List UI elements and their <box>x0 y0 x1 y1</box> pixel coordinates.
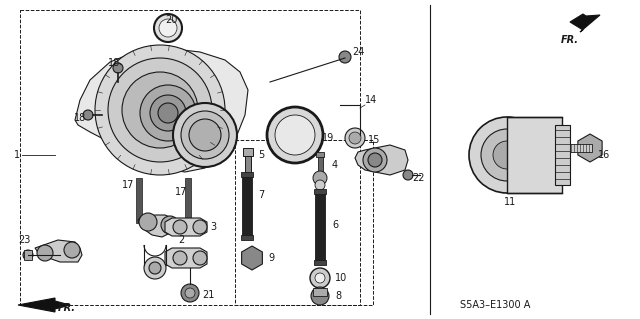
Text: 11: 11 <box>504 197 516 207</box>
Circle shape <box>267 107 323 163</box>
Text: 7: 7 <box>258 190 264 200</box>
Circle shape <box>139 213 157 231</box>
Bar <box>242 175 252 235</box>
Text: 15: 15 <box>368 135 380 145</box>
Polygon shape <box>165 248 207 268</box>
Polygon shape <box>35 240 82 262</box>
Circle shape <box>149 262 161 274</box>
Circle shape <box>345 128 365 148</box>
Polygon shape <box>165 218 207 236</box>
Text: 5: 5 <box>258 150 264 160</box>
Circle shape <box>64 242 80 258</box>
Bar <box>24 250 32 260</box>
Text: 1: 1 <box>14 150 20 160</box>
Text: 10: 10 <box>335 273 348 283</box>
Bar <box>241 172 253 177</box>
Text: S5A3–E1300 A: S5A3–E1300 A <box>460 300 530 310</box>
Circle shape <box>469 117 545 193</box>
Circle shape <box>154 14 182 42</box>
Bar <box>20 10 360 305</box>
Circle shape <box>161 216 179 234</box>
Text: 6: 6 <box>332 220 338 230</box>
Text: 24: 24 <box>352 47 364 57</box>
Polygon shape <box>578 134 602 162</box>
Text: 16: 16 <box>598 150 611 160</box>
Circle shape <box>275 115 315 155</box>
Circle shape <box>158 103 178 123</box>
Circle shape <box>122 72 198 148</box>
Circle shape <box>150 95 186 131</box>
Polygon shape <box>355 145 408 175</box>
Text: 18: 18 <box>74 113 86 123</box>
Bar <box>313 288 327 296</box>
Circle shape <box>108 58 212 162</box>
Bar <box>318 157 323 173</box>
Circle shape <box>368 153 382 167</box>
Bar <box>315 192 325 260</box>
Circle shape <box>310 268 330 288</box>
Circle shape <box>181 111 229 159</box>
Text: 23: 23 <box>18 235 30 245</box>
Circle shape <box>363 148 387 172</box>
Polygon shape <box>75 48 248 172</box>
Circle shape <box>481 129 533 181</box>
Circle shape <box>37 245 53 261</box>
Circle shape <box>23 250 33 260</box>
Circle shape <box>173 220 187 234</box>
Circle shape <box>140 85 196 141</box>
Circle shape <box>185 288 195 298</box>
Bar <box>507 117 562 193</box>
Circle shape <box>193 251 207 265</box>
Circle shape <box>315 180 325 190</box>
Text: 18: 18 <box>108 58 120 68</box>
Bar <box>235 140 373 305</box>
Circle shape <box>173 103 237 167</box>
Bar <box>316 152 324 157</box>
Circle shape <box>159 19 177 37</box>
Circle shape <box>144 257 166 279</box>
Circle shape <box>315 273 325 283</box>
Bar <box>314 189 326 194</box>
Text: 8: 8 <box>335 291 341 301</box>
Text: 2: 2 <box>178 235 184 245</box>
Bar <box>243 148 253 156</box>
Circle shape <box>83 110 93 120</box>
Polygon shape <box>570 14 600 32</box>
Bar <box>570 144 592 152</box>
Bar <box>314 260 326 265</box>
Text: 17: 17 <box>175 187 188 197</box>
Circle shape <box>403 170 413 180</box>
Circle shape <box>339 51 351 63</box>
Circle shape <box>95 45 225 175</box>
Circle shape <box>113 63 123 73</box>
Circle shape <box>189 119 221 151</box>
Text: 22: 22 <box>412 173 424 183</box>
Bar <box>136 178 142 223</box>
Text: 4: 4 <box>332 160 338 170</box>
Text: 9: 9 <box>268 253 274 263</box>
Polygon shape <box>18 298 70 312</box>
Text: 19: 19 <box>322 133 334 143</box>
Text: 17: 17 <box>122 180 134 190</box>
Circle shape <box>181 284 199 302</box>
Circle shape <box>193 220 207 234</box>
Circle shape <box>349 132 361 144</box>
Text: 21: 21 <box>202 290 214 300</box>
Bar <box>245 156 251 174</box>
Polygon shape <box>242 246 262 270</box>
Circle shape <box>311 287 329 305</box>
Text: 14: 14 <box>365 95 377 105</box>
Circle shape <box>173 251 187 265</box>
Circle shape <box>313 171 327 185</box>
Text: 3: 3 <box>210 222 216 232</box>
Bar <box>555 125 570 185</box>
Bar <box>185 178 191 223</box>
Text: 20: 20 <box>165 15 177 25</box>
Polygon shape <box>138 215 175 237</box>
Text: FR.: FR. <box>561 35 579 45</box>
Bar <box>241 235 253 240</box>
Text: FR.: FR. <box>58 303 76 313</box>
Circle shape <box>493 141 521 169</box>
